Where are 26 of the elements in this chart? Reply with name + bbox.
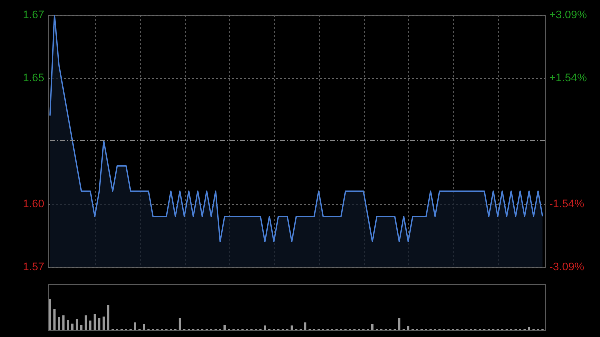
bar <box>67 320 70 330</box>
y2-tick-label: -1.54% <box>550 198 585 210</box>
bar <box>49 299 52 330</box>
y-tick-label: 1.65 <box>23 72 44 84</box>
bar <box>224 325 226 330</box>
bar <box>264 326 266 330</box>
y-tick-label: 1.60 <box>23 198 44 210</box>
bar <box>54 309 56 330</box>
bar <box>398 318 401 330</box>
y2-tick-label: -3.09% <box>550 262 585 274</box>
bar <box>178 318 182 330</box>
bar <box>58 317 60 330</box>
bar <box>304 322 307 330</box>
bar <box>134 322 136 330</box>
bar <box>94 314 96 330</box>
bar <box>528 327 530 330</box>
bar <box>372 324 374 330</box>
bar <box>84 316 88 330</box>
bar <box>98 318 101 330</box>
bar <box>62 316 65 330</box>
bar <box>143 324 146 330</box>
y-tick-label: 1.57 <box>23 262 44 274</box>
y2-tick-label: +3.09% <box>550 10 588 22</box>
y2-tick-label: +1.54% <box>550 72 588 85</box>
bar <box>290 326 294 330</box>
y-tick-label: 1.67 <box>23 10 44 22</box>
